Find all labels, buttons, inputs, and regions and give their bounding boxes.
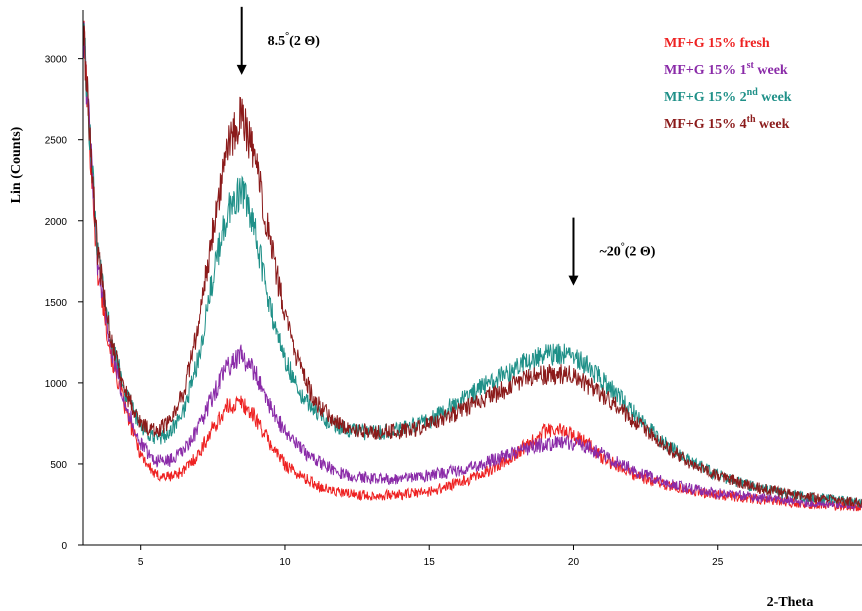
x-tick-label: 5 [138,557,144,568]
series-line-1 [82,20,862,512]
legend-entry-2: MF+G 15% 1st week [664,60,788,78]
y-tick-label: 3000 [45,55,68,66]
legend-entry-4: MF+G 15% 4th week [664,114,790,132]
y-tick-label: 2500 [45,136,68,147]
legend-entry-3: MF+G 15% 2nd week [664,87,792,105]
x-tick-label: 15 [424,557,436,568]
x-ticks: 5 10 15 20 25 [138,545,724,568]
annotation-arrow-head [568,275,579,286]
y-tick-label: 500 [50,460,67,471]
x-tick-label: 25 [712,557,724,568]
x-tick-label: 10 [279,557,291,568]
legend: MF+G 15% fresh MF+G 15% 1st week MF+G 15% … [664,36,792,132]
annotations: 8.5°(2 Θ) ~20°(2 Θ) [236,6,656,286]
y-tick-label: 1000 [45,379,68,390]
series-line-4 [82,25,862,509]
series-layer [82,20,862,512]
annotation-label: ~20°(2 Θ) [599,242,655,260]
legend-entry-1: MF+G 15% fresh [664,36,770,51]
y-ticks: 0 500 1000 1500 2000 2500 3000 [45,55,83,552]
y-axis-title: Lin (Counts) [9,126,24,203]
y-tick-label: 0 [61,541,67,552]
x-axis-title: 2-Theta [767,595,814,610]
series-line-2 [82,22,862,512]
annotation-label: 8.5°(2 Θ) [268,31,321,49]
annotation-arrow-head [236,64,247,75]
x-tick-label: 20 [568,557,580,568]
y-tick-label: 1500 [45,298,68,309]
y-tick-label: 2000 [45,217,68,228]
